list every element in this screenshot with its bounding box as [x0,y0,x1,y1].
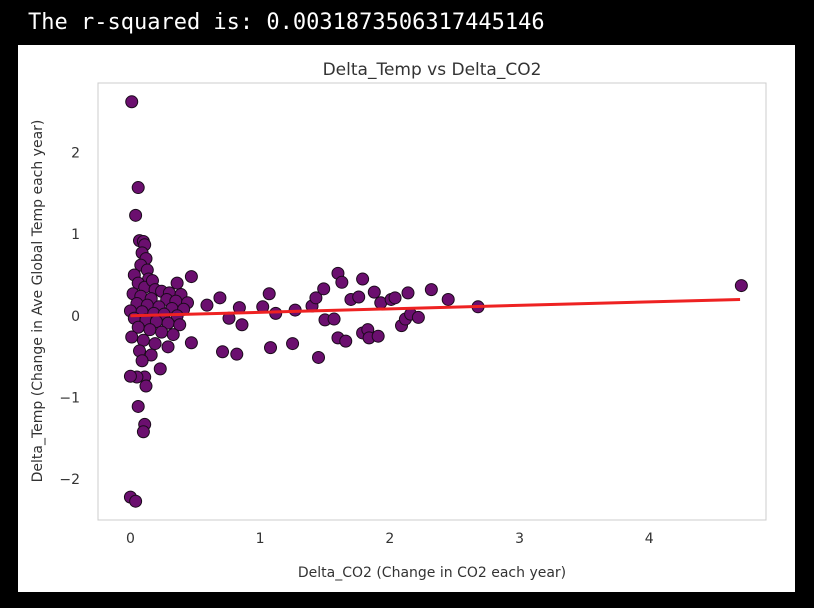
x-tick-labels: 0 1 2 3 4 [126,531,654,547]
data-point [125,330,139,344]
data-point [173,318,187,332]
data-point [131,399,145,413]
data-point [312,350,326,364]
data-point [170,276,184,290]
chart-figure: Delta_Temp vs Delta_CO2 Delta_CO2 (Chang… [18,45,795,592]
data-point [139,379,153,393]
x-axis-label: Delta_CO2 (Change in CO2 each year) [298,565,566,581]
y-tick-label: 1 [71,227,80,243]
data-point [125,95,139,109]
data-point [131,181,145,195]
data-point [213,291,227,305]
data-point [309,291,323,305]
data-point [411,310,425,324]
x-tick-label: 1 [256,531,265,547]
y-axis-label: Delta_Temp (Change in Ave Global Temp ea… [30,120,46,483]
y-tick-label: 2 [71,145,80,161]
data-point [371,329,385,343]
data-point [401,286,415,300]
data-point [153,362,167,376]
regression-line-group [130,297,741,318]
data-point [136,425,150,439]
data-point [148,337,162,351]
x-tick-label: 4 [645,531,654,547]
data-point [317,282,331,296]
x-tick-label: 2 [385,531,394,547]
data-point [335,275,349,289]
x-tick-label: 0 [126,531,135,547]
data-point [155,325,169,339]
data-point [441,292,455,306]
data-point [129,208,143,222]
chart-title: Delta_Temp vs Delta_CO2 [323,60,542,80]
y-tick-label: −1 [59,390,80,406]
data-point [143,323,157,337]
data-point [367,285,381,299]
scatter-chart: Delta_Temp vs Delta_CO2 Delta_CO2 (Chang… [30,60,767,581]
data-point [184,336,198,350]
data-point [129,494,143,508]
y-tick-label: 0 [71,309,80,325]
x-tick-label: 3 [515,531,524,547]
data-point [264,341,278,355]
data-point [262,287,276,301]
data-point [161,340,175,354]
data-point [339,334,353,348]
data-point [352,290,366,304]
scatter-points [123,95,748,508]
data-point [235,318,249,332]
data-point [135,354,149,368]
data-point [230,347,244,361]
data-point [184,270,198,284]
data-point [388,291,402,305]
data-point [286,337,300,351]
data-point [166,328,180,342]
data-point [216,345,230,359]
regression-line [130,297,741,318]
data-point [356,272,370,286]
data-point [200,298,214,312]
data-point [123,369,137,383]
data-point [734,279,748,293]
data-point [424,283,438,297]
data-point [327,312,341,326]
y-tick-labels: −2 −1 0 1 2 [59,145,80,488]
y-tick-label: −2 [59,472,80,488]
cell-output-text: The r-squared is: 0.0031873506317445146 [28,10,545,35]
